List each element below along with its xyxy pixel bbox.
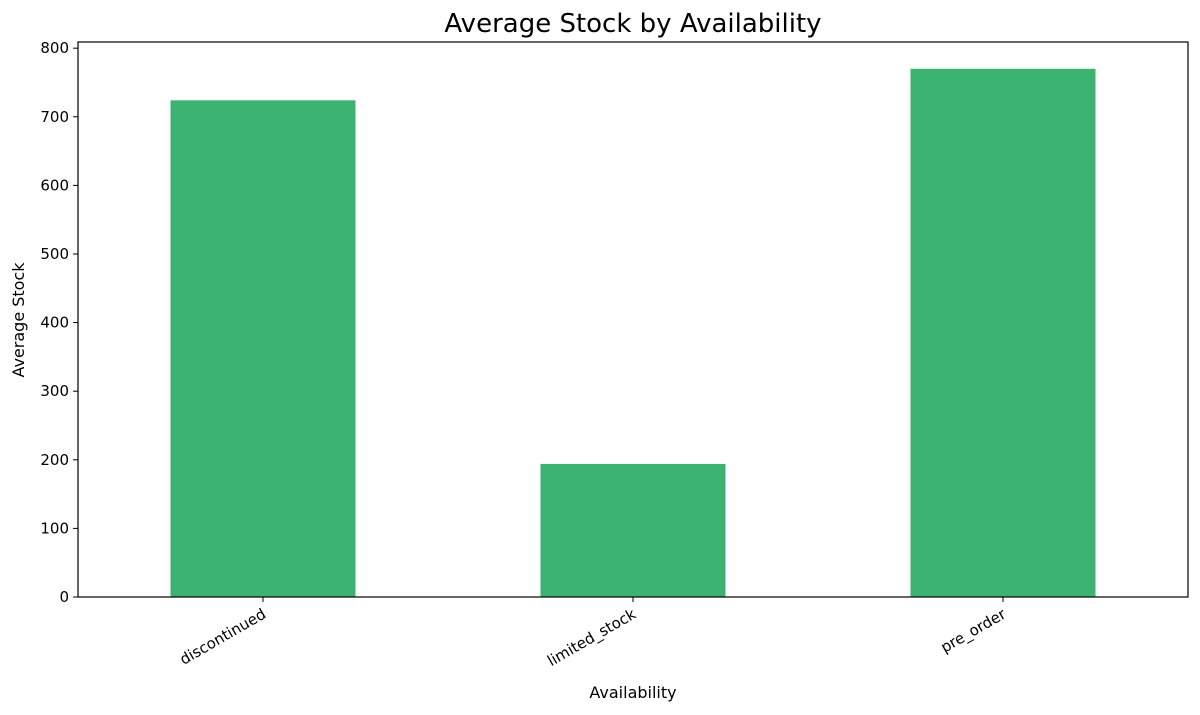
y-tick-label: 500: [40, 245, 69, 263]
chart-title: Average Stock by Availability: [444, 9, 821, 39]
bar: [170, 100, 356, 597]
bar: [910, 68, 1096, 598]
y-tick-label: 300: [40, 382, 69, 400]
plot-frame: [77, 41, 1189, 598]
y-tick-label: 200: [40, 451, 69, 469]
y-axis-label: Average Stock: [9, 262, 28, 378]
y-tick-label: 700: [40, 108, 69, 126]
x-tick-label: limited_stock: [544, 605, 640, 671]
x-tick-label: discontinued: [177, 605, 269, 669]
x-tick-label: pre_order: [938, 604, 1011, 657]
x-axis-label: Availability: [589, 683, 676, 702]
y-tick-label: 600: [40, 176, 69, 194]
y-tick-label: 0: [59, 588, 69, 606]
bar: [540, 463, 726, 597]
y-tick-label: 100: [40, 519, 69, 537]
y-tick-label: 400: [40, 314, 69, 332]
y-tick-label: 800: [40, 39, 69, 57]
